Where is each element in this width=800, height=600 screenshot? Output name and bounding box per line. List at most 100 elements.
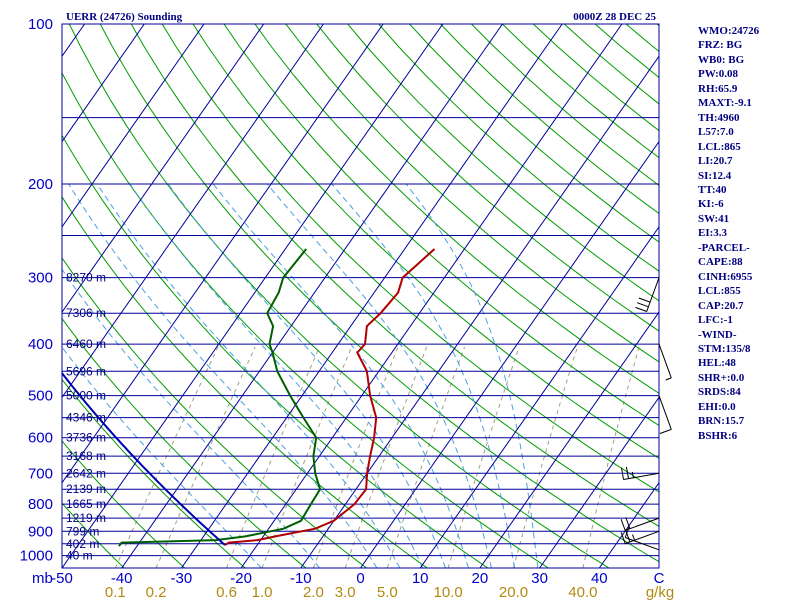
height-label: 3168 m bbox=[66, 449, 106, 463]
dry-adiabat bbox=[161, 24, 659, 493]
wind-barb bbox=[620, 517, 660, 531]
station-title: UERR (24726) Sounding bbox=[66, 11, 183, 23]
index-entry: BRN:15.7 bbox=[698, 415, 745, 428]
pressure-tick-label: 400 bbox=[28, 336, 53, 353]
temperature-tick-label: 0 bbox=[356, 570, 364, 587]
index-entry: SI:12.4 bbox=[698, 169, 732, 182]
height-label: 7306 m bbox=[66, 306, 106, 320]
mixing-ratio-tick-label: 10.0 bbox=[433, 584, 462, 600]
mixing-ratio-tick-label: 0.6 bbox=[216, 584, 237, 600]
index-entry: KI:-6 bbox=[698, 198, 724, 211]
wind-barb bbox=[621, 466, 660, 480]
mixing-ratio-tick-label: 2.0 bbox=[303, 584, 324, 600]
index-entry: CAPE:88 bbox=[698, 256, 743, 269]
isotherm bbox=[300, 55, 659, 568]
index-entry: EI:3.3 bbox=[698, 227, 728, 240]
mixing-ratio-unit-label: g/kg bbox=[646, 584, 674, 600]
isotherm bbox=[360, 140, 659, 568]
wind-barb bbox=[624, 526, 660, 551]
isotherm bbox=[539, 396, 659, 568]
index-entry: EHI:0.0 bbox=[698, 400, 736, 413]
dry-adiabat bbox=[62, 565, 64, 568]
index-entry: WMO:24726 bbox=[698, 25, 760, 37]
moist-adiabat bbox=[167, 183, 446, 568]
dry-adiabat bbox=[130, 24, 659, 527]
mixing-ratio-line bbox=[513, 346, 578, 568]
dry-adiabat bbox=[285, 24, 659, 363]
height-label: 4346 m bbox=[66, 411, 106, 425]
index-entry: PW:0.08 bbox=[698, 68, 739, 81]
temperature-tick-label: 40 bbox=[591, 570, 608, 587]
index-entry: LFC:-1 bbox=[698, 314, 733, 327]
index-entry: L57:7.0 bbox=[698, 126, 734, 139]
height-label: 6460 m bbox=[66, 337, 106, 351]
mixing-ratio-line bbox=[582, 346, 640, 568]
mixing-ratio-tick-label: 0.2 bbox=[146, 584, 167, 600]
index-entry: WB0: BG bbox=[698, 53, 745, 66]
dry-adiabat bbox=[316, 24, 659, 332]
temperature-profile bbox=[224, 248, 436, 546]
isotherm bbox=[62, 24, 444, 568]
sounding-time: 0000Z 28 DEC 25 bbox=[573, 11, 656, 23]
moist-adiabat bbox=[331, 183, 516, 568]
mixing-ratio-line bbox=[155, 346, 256, 568]
index-entry: LCL:855 bbox=[698, 285, 741, 298]
moist-adiabat bbox=[62, 268, 320, 568]
dry-adiabat bbox=[408, 24, 659, 243]
mixing-ratio-line bbox=[261, 346, 353, 568]
isotherm bbox=[62, 24, 384, 484]
mixing-ratio-tick-label: 40.0 bbox=[568, 584, 597, 600]
index-entry: -WIND- bbox=[698, 328, 737, 341]
index-entry: FRZ: BG bbox=[698, 39, 743, 52]
sounding-profiles bbox=[62, 248, 436, 547]
dry-adiabat bbox=[563, 24, 659, 105]
temperature-tick-label: 10 bbox=[412, 570, 429, 587]
dry-adiabat bbox=[62, 195, 428, 568]
pressure-tick-label: 800 bbox=[28, 496, 53, 513]
isotherm bbox=[62, 24, 265, 314]
diagram-grid bbox=[0, 24, 659, 568]
index-entry: STM:135/8 bbox=[698, 342, 751, 355]
mixing-ratio-tick-label: 5.0 bbox=[377, 584, 398, 600]
dry-adiabat bbox=[223, 24, 659, 427]
dry-adiabat bbox=[62, 440, 186, 568]
index-entry: CINH:6955 bbox=[698, 270, 753, 283]
plot-frame bbox=[61, 23, 660, 569]
stability-indices-panel: WMO:24726 FRZ: BG WB0: BG PW:0.08 RH:65.9 MAX… bbox=[698, 24, 759, 443]
height-label: 3736 m bbox=[66, 431, 106, 445]
height-label: 5696 m bbox=[66, 364, 106, 378]
index-entry: CAP:20.7 bbox=[698, 299, 744, 312]
isotherm bbox=[240, 24, 623, 568]
moist-adiabat bbox=[266, 183, 492, 568]
pressure-tick-label: 300 bbox=[28, 270, 53, 287]
pressure-tick-label: 100 bbox=[28, 16, 53, 33]
mixing-ratio-tick-label: 3.0 bbox=[335, 584, 356, 600]
moist-adiabat bbox=[405, 183, 539, 568]
index-entry: SW:41 bbox=[698, 212, 730, 225]
mixing-ratio-line bbox=[344, 346, 428, 568]
index-entry: LCL:865 bbox=[698, 140, 741, 153]
isotherm bbox=[0, 24, 25, 568]
index-entry: RH:65.9 bbox=[698, 82, 738, 95]
wind-barb bbox=[658, 343, 672, 381]
dry-adiabat bbox=[192, 24, 659, 459]
isotherm bbox=[180, 24, 563, 568]
temperature-tick-label: 30 bbox=[531, 570, 548, 587]
pressure-unit-label: mb bbox=[32, 570, 53, 587]
height-label: 799 m bbox=[66, 524, 99, 538]
dry-adiabat bbox=[62, 317, 307, 568]
height-label: 5000 m bbox=[66, 389, 106, 403]
index-entry: SHR+:0.0 bbox=[698, 371, 745, 384]
moist-adiabat bbox=[129, 183, 424, 568]
temperature-tick-label: -10 bbox=[290, 570, 312, 587]
pressure-tick-label: 1000 bbox=[20, 548, 53, 565]
index-entry: TT:40 bbox=[698, 183, 727, 196]
pressure-tick-label: 200 bbox=[28, 176, 53, 193]
index-entry: LI:20.7 bbox=[698, 155, 733, 168]
dry-adiabat bbox=[62, 378, 246, 568]
moist-adiabat bbox=[96, 183, 401, 568]
isotherm bbox=[479, 311, 659, 568]
temperature-tick-label: -20 bbox=[230, 570, 252, 587]
isotherm bbox=[62, 24, 145, 143]
